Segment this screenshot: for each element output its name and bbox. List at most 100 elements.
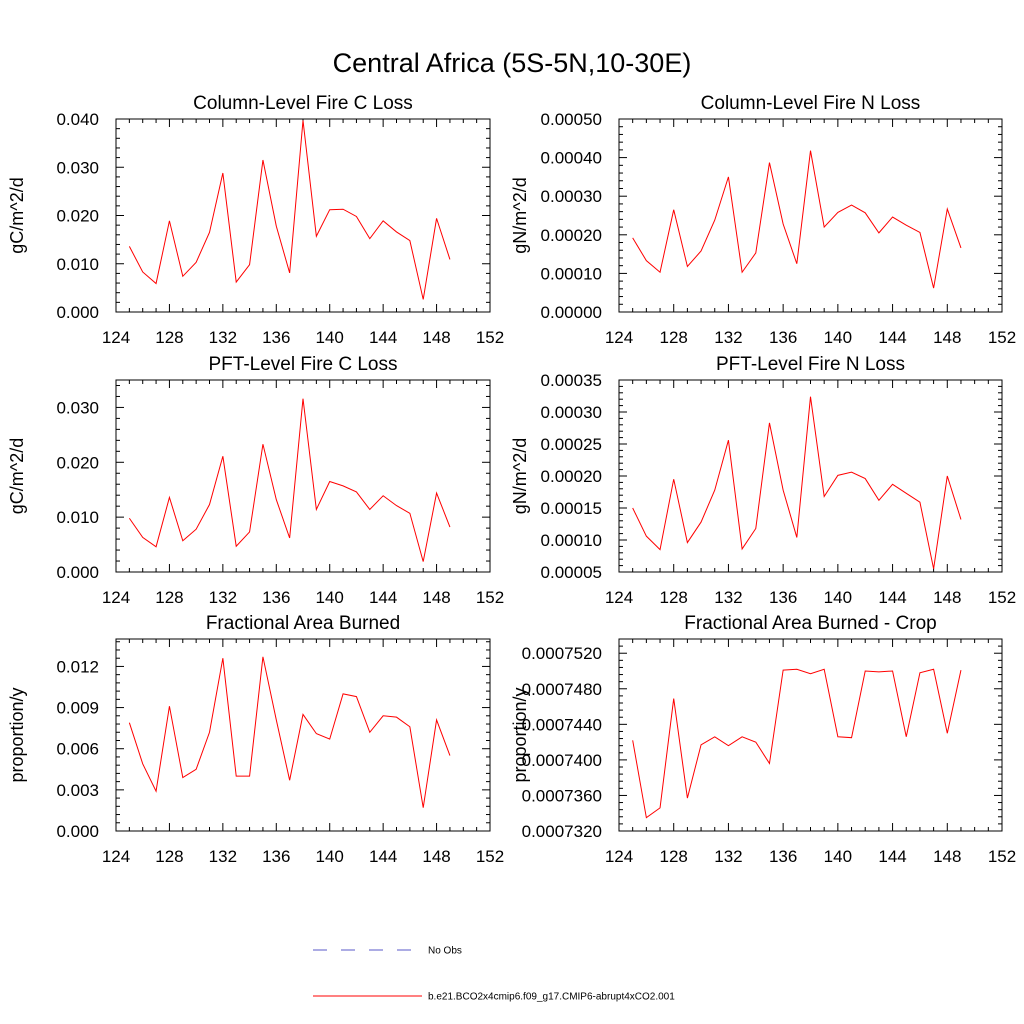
chart3-xtick-label: 136 [769, 588, 797, 607]
chart3-xtick-label: 124 [605, 588, 633, 607]
chart2-ytick-label: 0.030 [56, 398, 99, 417]
chart1-xtick-label: 144 [878, 328, 906, 347]
panel-column-fire-c-loss: 124 128 132 136 140 144 148 152 0.000 0.010 0.020 0… [7, 93, 504, 347]
chart4-xtick-label: 148 [422, 847, 450, 866]
chart5-xtick-label: 140 [824, 847, 852, 866]
chart4-xtick-label: 140 [316, 847, 344, 866]
chart0-xtick-label: 124 [102, 328, 130, 347]
chart5-xtick-label: 136 [769, 847, 797, 866]
chart3-ytick-label: 0.00025 [541, 435, 602, 454]
chart5-title: Fractional Area Burned - Crop [684, 613, 936, 634]
chart5-xtick-label: 148 [933, 847, 961, 866]
panel-pft-fire-n-loss: 124 128 132 136 140 144 148 152 0.00005 0.00010 0.… [510, 354, 1016, 607]
chart4-ytick-label: 0.000 [56, 822, 99, 841]
chart4-xtick-label: 144 [369, 847, 397, 866]
chart0-ytick-label: 0.030 [56, 158, 99, 177]
panel-column-fire-n-loss: 124 128 132 136 140 144 148 152 0.00000 0.00010 0.… [510, 93, 1016, 347]
chart3-ytick-label: 0.00035 [541, 371, 602, 390]
chart0-xtick-label: 148 [422, 328, 450, 347]
chart5-ytick-label: 0.0007520 [522, 644, 602, 663]
chart5-frame [618, 638, 1003, 832]
chart0-title: Column-Level Fire C Loss [193, 93, 413, 114]
chart4-ylabel: proportion/y [7, 687, 27, 782]
chart5-ytick-label: 0.0007320 [522, 822, 602, 841]
chart1-ytick-label: 0.00010 [541, 264, 602, 283]
chart0-frame [115, 118, 491, 313]
panel-fractional-area-burned-crop: 124 128 132 136 140 144 148 152 0.0007320 0.00073… [510, 613, 1016, 866]
chart1-ytick-label: 0.00000 [541, 303, 602, 322]
chart1-series-line [632, 150, 962, 289]
chart0-xtick-label: 140 [316, 328, 344, 347]
chart4-ytick-label: 0.009 [56, 699, 99, 718]
chart5-xtick-label: 124 [605, 847, 633, 866]
chart4-xtick-label: 152 [476, 847, 504, 866]
chart2-xtick-label: 136 [262, 588, 290, 607]
chart5-series-line [632, 668, 962, 819]
chart0-ytick-label: 0.000 [56, 303, 99, 322]
chart2-xtick-label: 132 [209, 588, 237, 607]
chart2-ytick-label: 0.020 [56, 453, 99, 472]
chart0-series-line [128, 120, 451, 300]
chart1-xtick-label: 140 [824, 328, 852, 347]
chart4-ytick-label: 0.012 [56, 657, 99, 676]
chart3-xtick-label: 128 [660, 588, 688, 607]
chart4-xtick-label: 128 [155, 847, 183, 866]
chart1-frame [618, 118, 1003, 313]
chart1-title: Column-Level Fire N Loss [701, 93, 921, 114]
chart3-frame [618, 379, 1003, 573]
chart2-xtick-label: 148 [422, 588, 450, 607]
chart1-ytick-label: 0.00040 [541, 149, 602, 168]
legend-label-model-run: b.e21.BCO2x4cmip6.f09_g17.CMIP6-abrupt4x… [428, 992, 675, 1003]
chart0-ytick-label: 0.040 [56, 110, 99, 129]
chart0-ylabel: gC/m^2/d [7, 177, 27, 253]
chart4-ytick-label: 0.003 [56, 781, 99, 800]
chart1-xtick-label: 128 [660, 328, 688, 347]
chart5-ytick-label: 0.0007400 [522, 751, 602, 770]
chart2-xtick-label: 152 [476, 588, 504, 607]
chart4-xtick-label: 132 [209, 847, 237, 866]
chart0-ytick-label: 0.010 [56, 255, 99, 274]
chart3-xtick-label: 148 [933, 588, 961, 607]
chart2-xtick-label: 124 [102, 588, 130, 607]
figure-title: Central Africa (5S-5N,10-30E) [333, 48, 692, 78]
chart1-ylabel: gN/m^2/d [510, 177, 530, 253]
chart0-xtick-label: 128 [155, 328, 183, 347]
chart2-xtick-label: 140 [316, 588, 344, 607]
legend: No Obs b.e21.BCO2x4cmip6.f09_g17.CMIP6-a… [313, 946, 675, 1003]
chart0-xtick-label: 144 [369, 328, 397, 347]
chart2-ytick-label: 0.010 [56, 508, 99, 527]
legend-label-no-obs: No Obs [428, 946, 462, 957]
chart3-xtick-label: 144 [878, 588, 906, 607]
chart4-ytick-label: 0.006 [56, 740, 99, 759]
chart2-title: PFT-Level Fire C Loss [209, 354, 398, 375]
chart5-xtick-label: 128 [660, 847, 688, 866]
chart1-xtick-label: 124 [605, 328, 633, 347]
chart1-xtick-label: 152 [988, 328, 1016, 347]
chart1-ytick-label: 0.00030 [541, 187, 602, 206]
chart4-series-line [128, 656, 451, 808]
chart3-xtick-label: 140 [824, 588, 852, 607]
chart5-ytick-label: 0.0007480 [522, 680, 602, 699]
chart3-ytick-label: 0.00015 [541, 499, 602, 518]
chart2-xtick-label: 128 [155, 588, 183, 607]
chart3-ytick-label: 0.00020 [541, 467, 602, 486]
chart4-xtick-label: 124 [102, 847, 130, 866]
chart1-xtick-label: 148 [933, 328, 961, 347]
chart4-title: Fractional Area Burned [206, 613, 400, 634]
panel-pft-fire-c-loss: 124 128 132 136 140 144 148 152 0.000 0.010 0.020 0… [7, 354, 504, 607]
chart5-ylabel: proportion/y [510, 687, 530, 782]
chart3-ylabel: gN/m^2/d [510, 438, 530, 514]
chart2-frame [115, 379, 491, 573]
chart0-xtick-label: 136 [262, 328, 290, 347]
chart2-series-line [128, 398, 451, 562]
chart3-xtick-label: 132 [714, 588, 742, 607]
chart3-series-line [632, 396, 962, 569]
chart3-ytick-label: 0.00030 [541, 403, 602, 422]
chart4-xtick-label: 136 [262, 847, 290, 866]
panel-fractional-area-burned: 124 128 132 136 140 144 148 152 0.000 0.003 0.006 0… [7, 613, 504, 866]
chart2-xtick-label: 144 [369, 588, 397, 607]
chart3-ytick-label: 0.00010 [541, 531, 602, 550]
chart1-xtick-label: 136 [769, 328, 797, 347]
chart2-ylabel: gC/m^2/d [7, 438, 27, 514]
chart3-ytick-label: 0.00005 [541, 563, 602, 582]
